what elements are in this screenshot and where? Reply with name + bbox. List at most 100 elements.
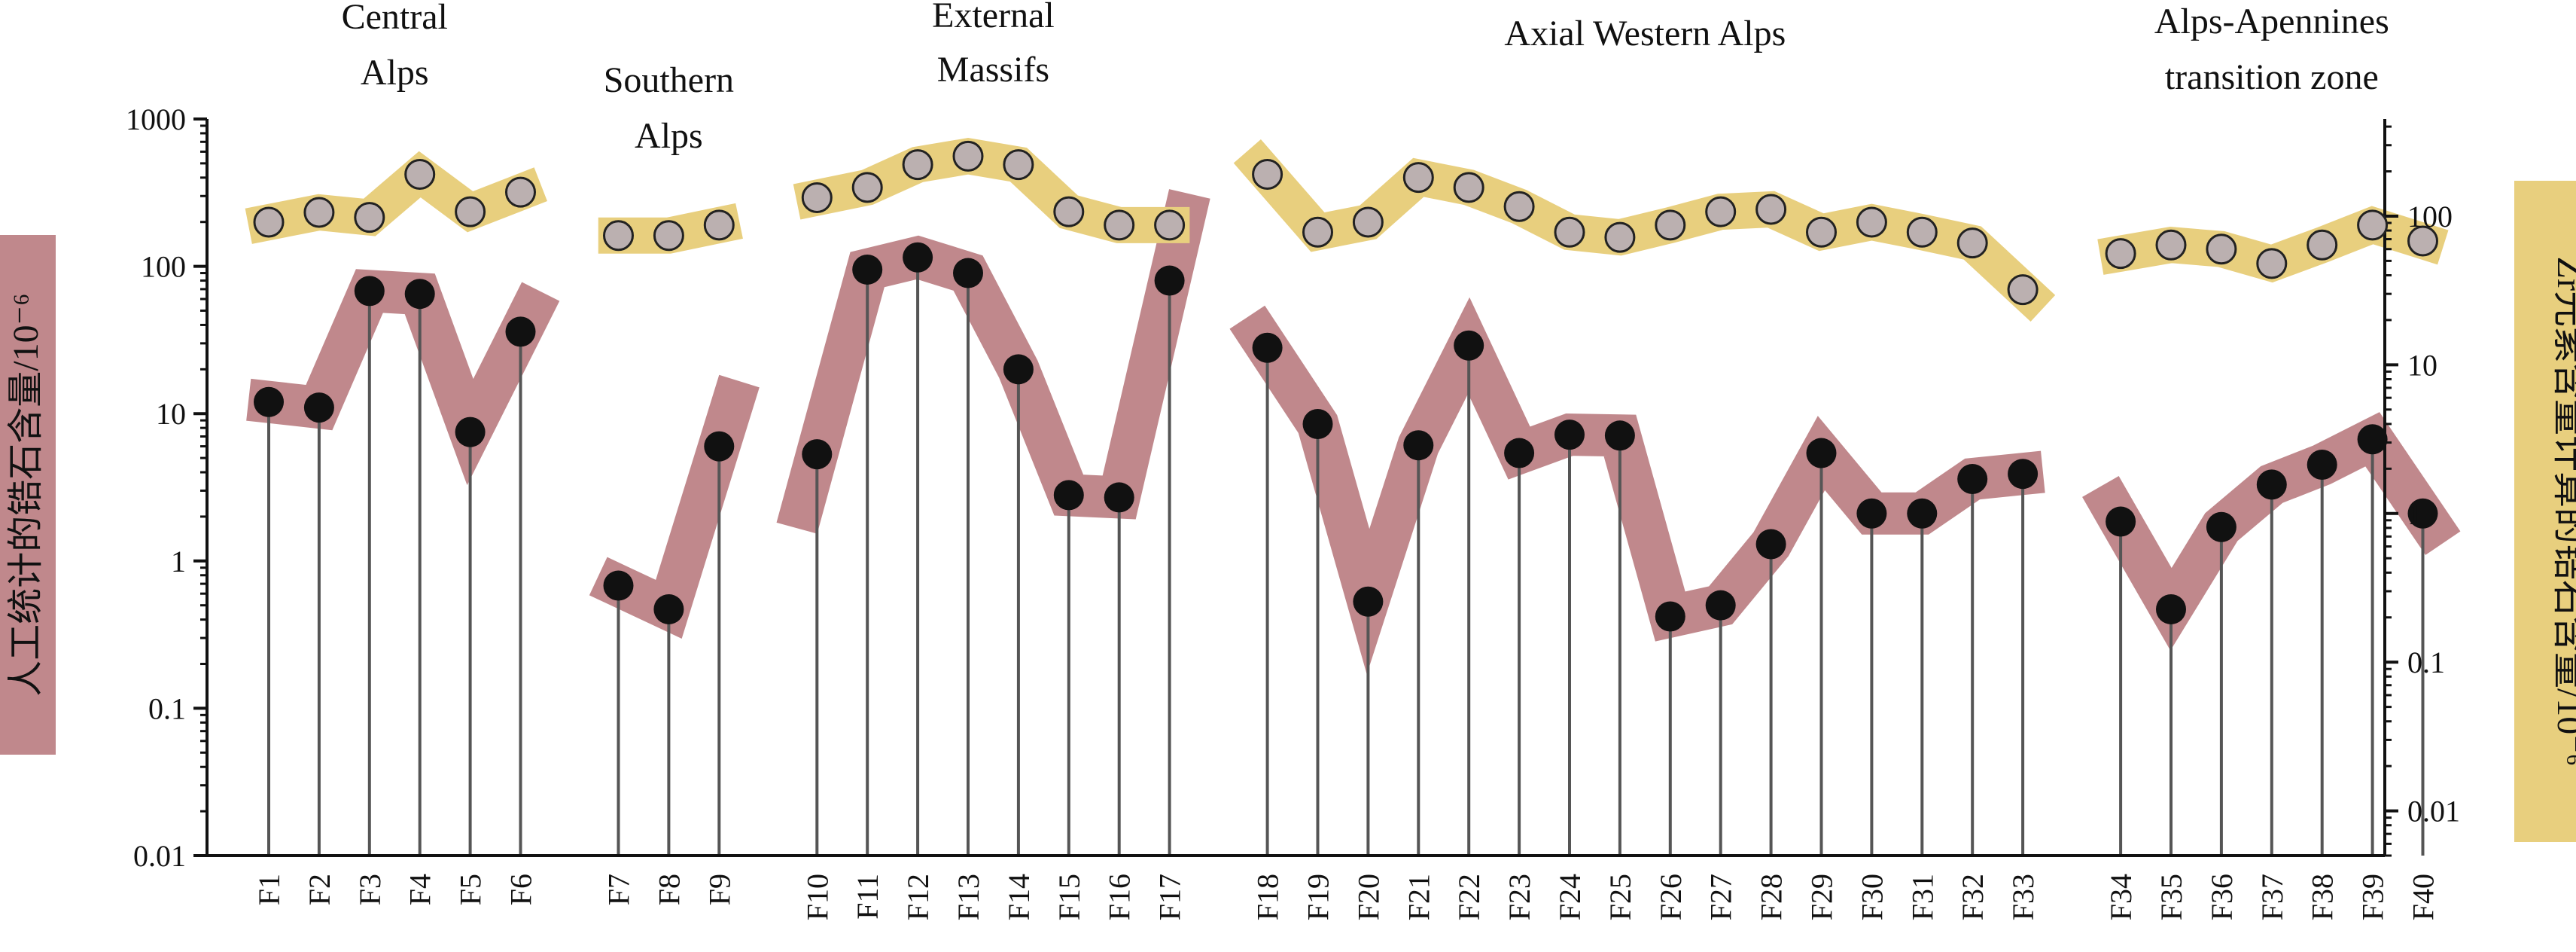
right-point-F22: [1453, 172, 1484, 203]
left-tick-label: 100: [141, 250, 186, 284]
left-point-F6: [505, 316, 536, 347]
left-point-F5: [455, 416, 486, 447]
category-label-F10: F10: [800, 874, 834, 920]
left-tick-label: 10: [156, 397, 186, 431]
left-point-F17: [1154, 265, 1185, 296]
category-label-F30: F30: [1855, 874, 1889, 920]
right-series-band-1: [245, 151, 547, 244]
category-label-F25: F25: [1603, 874, 1637, 920]
right-point-F11: [851, 172, 883, 203]
right-point-F19: [1302, 216, 1333, 248]
right-point-F18: [1252, 158, 1283, 190]
category-label-F22: F22: [1452, 874, 1486, 920]
category-label-F17: F17: [1153, 874, 1187, 920]
left-point-F39: [2357, 424, 2388, 455]
left-tick-label: 1: [171, 545, 186, 578]
left-point-F22: [1454, 330, 1484, 361]
group-label-2: Southern: [604, 60, 734, 100]
left-point-F31: [1907, 498, 1938, 529]
right-tick-label: 0.1: [2407, 645, 2445, 679]
right-point-F9: [703, 209, 735, 241]
left-point-F30: [1856, 498, 1887, 529]
group-label-4: Axial Western Alps: [1504, 14, 1786, 53]
category-label-F9: F9: [702, 874, 736, 905]
category-label-F15: F15: [1052, 874, 1086, 920]
left-point-F13: [953, 258, 983, 288]
right-point-F39: [2357, 209, 2389, 241]
left-point-F18: [1252, 332, 1283, 363]
right-point-F37: [2256, 248, 2288, 279]
right-point-F23: [1503, 191, 1535, 222]
left-point-F12: [903, 242, 933, 273]
group-label-5: transition zone: [2165, 57, 2379, 97]
right-point-F13: [952, 140, 984, 172]
category-label-F5: F5: [454, 874, 488, 905]
left-point-F3: [354, 276, 385, 307]
right-axis-title-bg: [2514, 181, 2576, 842]
category-label-F16: F16: [1103, 874, 1137, 920]
left-point-F29: [1806, 438, 1837, 468]
left-point-F36: [2206, 511, 2236, 542]
right-point-F28: [1755, 194, 1787, 225]
left-point-F25: [1604, 420, 1635, 451]
left-point-F34: [2106, 506, 2136, 537]
left-point-F20: [1353, 586, 1384, 617]
left-point-F9: [704, 431, 735, 462]
right-point-F29: [1806, 216, 1837, 248]
group-label-1: Alps: [361, 53, 429, 93]
left-point-F26: [1655, 601, 1685, 632]
right-point-F38: [2307, 229, 2338, 261]
left-point-F19: [1302, 409, 1333, 440]
left-point-F27: [1705, 590, 1736, 621]
category-label-F35: F35: [2154, 874, 2188, 920]
left-point-F33: [2008, 459, 2039, 490]
right-point-F8: [653, 220, 684, 252]
right-point-F33: [2007, 274, 2039, 306]
category-label-F4: F4: [403, 874, 437, 905]
left-point-F4: [404, 279, 435, 310]
category-label-F1: F1: [252, 874, 286, 905]
stems: [267, 257, 2425, 856]
left-tick-label: 0.1: [148, 691, 186, 725]
category-label-F39: F39: [2356, 874, 2390, 920]
category-label-F28: F28: [1755, 874, 1789, 920]
category-label-F6: F6: [504, 874, 538, 905]
right-point-F5: [455, 196, 486, 227]
category-label-F24: F24: [1553, 874, 1587, 920]
left-tick-label: 0.01: [133, 839, 186, 873]
left-axis-title-bg: [0, 235, 56, 755]
category-label-F3: F3: [353, 874, 387, 905]
category-label-F11: F11: [851, 874, 885, 920]
right-point-F30: [1856, 206, 1887, 238]
group-label-2: Alps: [635, 116, 703, 156]
right-point-F12: [902, 149, 933, 181]
right-point-F15: [1053, 196, 1085, 227]
right-series-band-3: [793, 138, 1190, 243]
right-point-F1: [253, 206, 285, 238]
category-label-F14: F14: [1002, 874, 1036, 920]
right-point-F32: [1956, 227, 1988, 259]
category-label-F26: F26: [1654, 874, 1688, 920]
category-label-F21: F21: [1402, 874, 1436, 920]
left-point-F10: [802, 439, 833, 470]
left-point-F38: [2307, 450, 2337, 481]
category-label-F8: F8: [652, 874, 686, 905]
left-point-F1: [254, 386, 284, 417]
left-point-F2: [303, 392, 334, 423]
right-point-F3: [354, 202, 385, 233]
left-series-band-1: [246, 269, 560, 486]
right-point-F2: [303, 197, 335, 228]
left-series-band-3: [776, 189, 1210, 534]
category-label-F33: F33: [2006, 874, 2040, 920]
category-label-F7: F7: [602, 874, 636, 905]
left-tick-label: 1000: [126, 102, 186, 136]
category-label-F19: F19: [1302, 874, 1335, 920]
right-point-F26: [1655, 209, 1686, 241]
axes: [193, 117, 2398, 857]
group-label-3: External: [932, 0, 1055, 35]
left-point-F37: [2256, 469, 2287, 500]
left-series-band-4: [1229, 297, 2045, 675]
right-point-F4: [404, 158, 436, 190]
left-point-F14: [1003, 354, 1034, 385]
right-point-F40: [2407, 225, 2438, 257]
